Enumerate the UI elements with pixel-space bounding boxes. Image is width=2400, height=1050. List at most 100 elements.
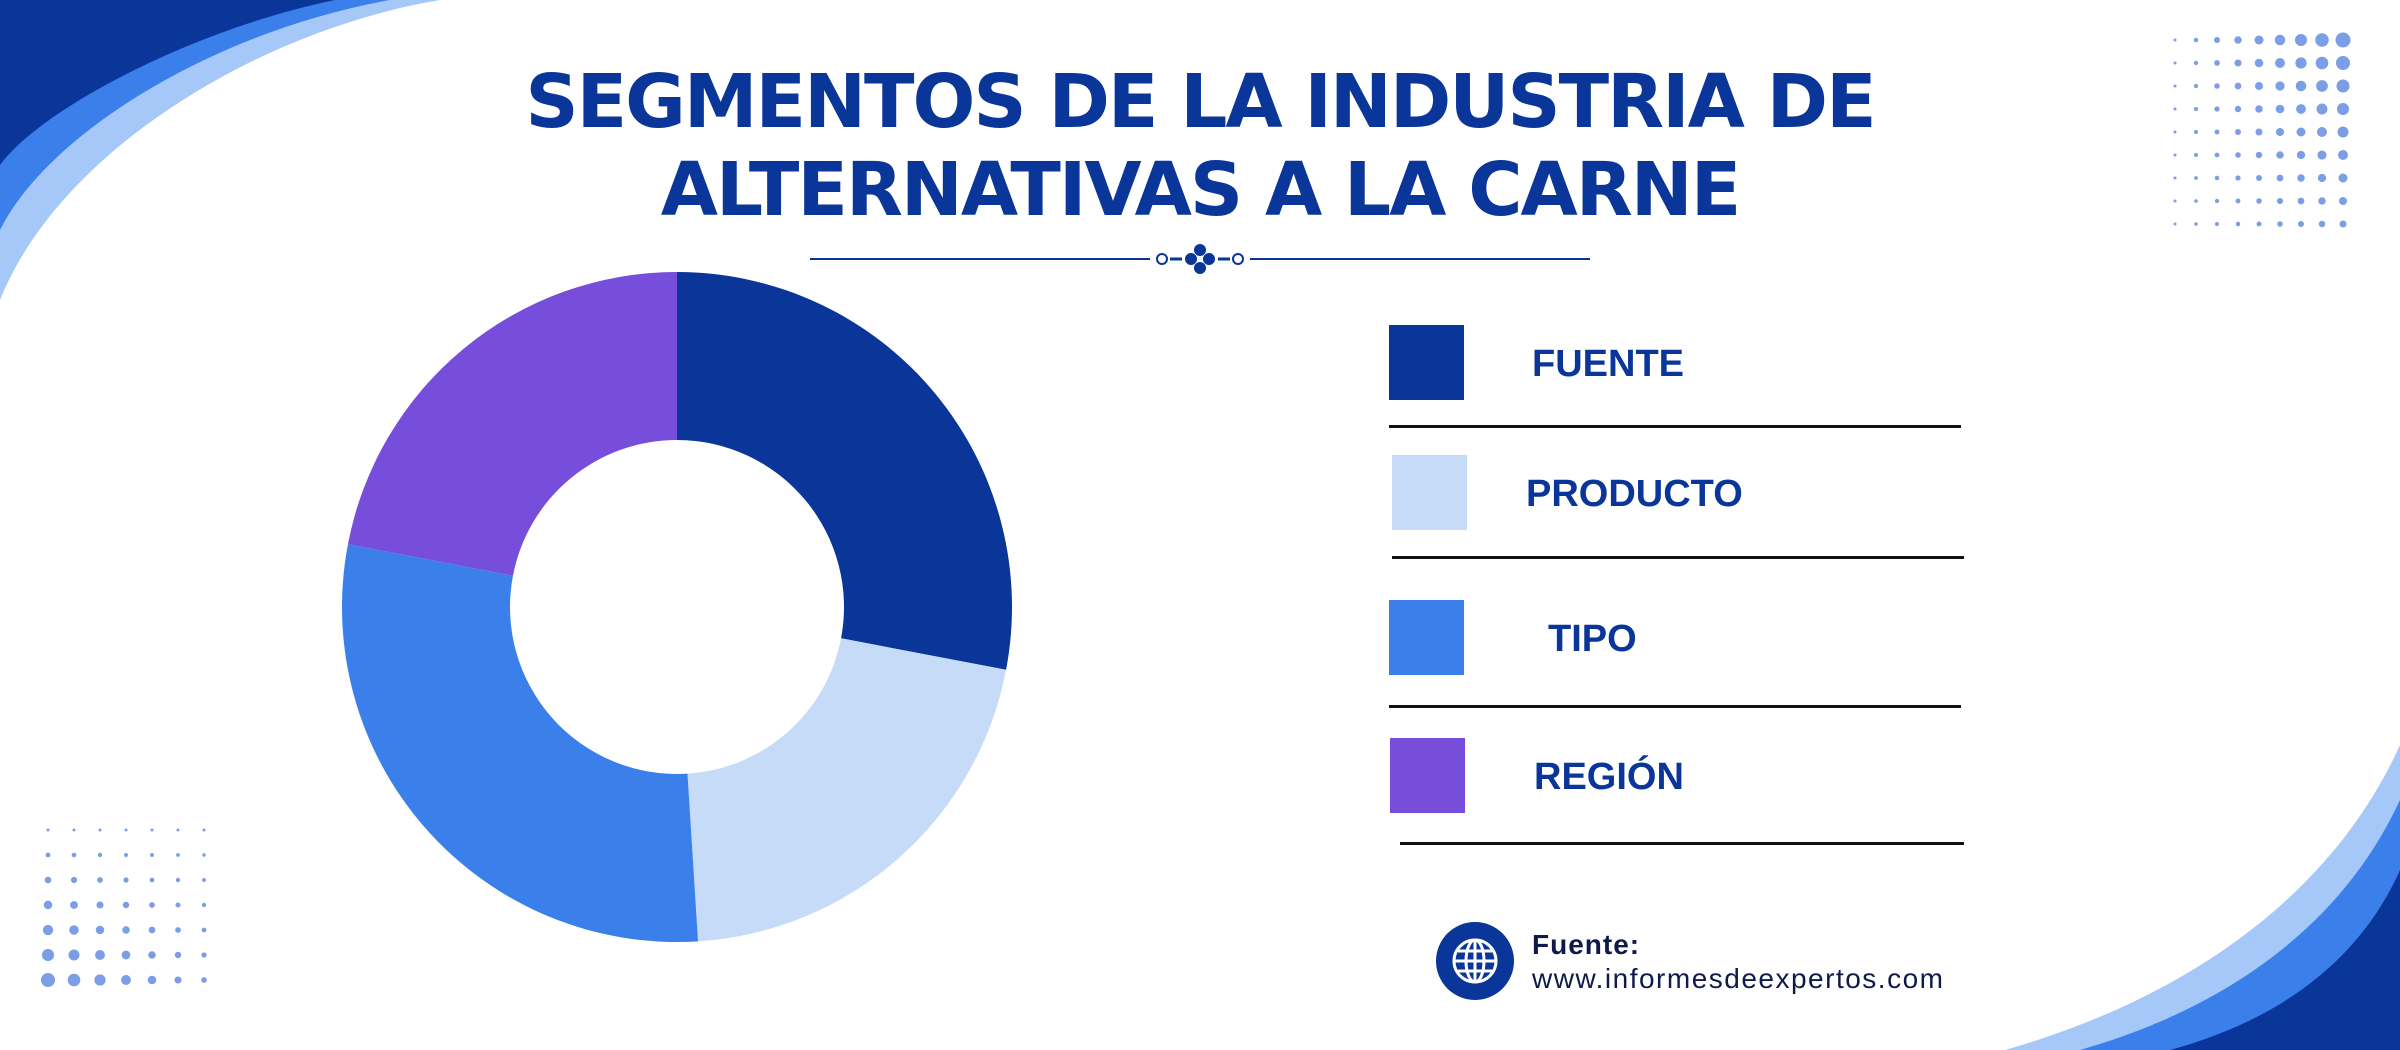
decor-dot	[44, 876, 52, 884]
decor-dot	[148, 926, 156, 934]
decor-dot	[2297, 174, 2305, 182]
dot-grid-bottom-left	[41, 828, 207, 987]
decor-dot	[42, 924, 54, 936]
legend-swatch-region	[1390, 738, 1465, 813]
decor-dot	[2276, 151, 2284, 159]
decor-dot	[2255, 82, 2263, 90]
legend-divider	[1400, 842, 1964, 845]
legend-divider	[1392, 556, 1964, 559]
legend-label-producto: PRODUCTO	[1526, 473, 1743, 515]
decor-dot	[2214, 198, 2220, 204]
decor-dot	[2338, 150, 2348, 160]
page-title: SEGMENTOS DE LA INDUSTRIA DE ALTERNATIVA…	[450, 58, 1950, 234]
decor-dot	[2276, 174, 2284, 182]
decor-dot	[67, 973, 81, 987]
decor-dot	[2254, 58, 2264, 68]
bottom-right-swoosh-dark	[2170, 870, 2400, 1050]
legend-item-producto: PRODUCTO	[1380, 455, 1980, 575]
decor-dot	[2235, 198, 2241, 204]
decor-dot	[201, 927, 207, 933]
decor-dot	[2338, 173, 2348, 183]
legend-divider	[1389, 425, 1961, 428]
decor-dot	[2277, 221, 2283, 227]
decor-dot	[2296, 104, 2306, 114]
decor-dot	[2173, 84, 2177, 88]
decor-dot	[2193, 83, 2199, 89]
decor-dot	[2256, 198, 2262, 204]
decor-dot	[2274, 34, 2286, 46]
decor-dot	[124, 828, 128, 832]
legend-swatch-tipo	[1389, 600, 1464, 675]
decor-dot	[2315, 56, 2329, 70]
decor-dot	[202, 878, 206, 882]
decor-dot	[2173, 176, 2177, 180]
decor-dot	[2234, 82, 2242, 90]
decor-dot	[2275, 104, 2285, 114]
decor-dot	[2318, 197, 2326, 205]
decor-dot	[2336, 79, 2350, 93]
decor-dot	[2234, 105, 2242, 113]
decor-dot	[46, 828, 50, 832]
decor-dot	[202, 828, 206, 832]
decor-dot	[2317, 127, 2327, 137]
decor-dot	[2254, 35, 2264, 45]
decor-dot	[2214, 129, 2220, 135]
decor-dot	[174, 951, 182, 959]
legend-label-fuente: FUENTE	[1532, 343, 1684, 385]
legend-label-region: REGIÓN	[1534, 756, 1684, 798]
source-url[interactable]: www.informesdeexpertos.com	[1532, 963, 1945, 994]
decor-dot	[2194, 153, 2198, 157]
decor-dot	[2193, 60, 2199, 66]
decor-dot	[2295, 57, 2307, 69]
decor-dot	[202, 853, 206, 857]
title-divider	[810, 244, 1590, 274]
decor-dot	[2339, 197, 2347, 205]
decor-dot	[2214, 175, 2220, 181]
decor-dot	[2256, 175, 2262, 181]
donut-slice-tipo	[342, 544, 699, 942]
decor-dot	[2337, 103, 2349, 115]
decor-dot	[41, 948, 55, 962]
legend-swatch-producto	[1392, 455, 1467, 530]
decor-dot	[71, 852, 77, 858]
decor-dot	[43, 900, 53, 910]
decor-dot	[2173, 61, 2177, 65]
decor-dot	[2275, 81, 2285, 91]
decor-dot	[175, 927, 181, 933]
decor-dot	[2256, 221, 2262, 227]
decor-dot	[2173, 130, 2177, 134]
decor-dot	[2339, 220, 2347, 228]
decor-dot	[2315, 33, 2329, 47]
decor-dot	[95, 950, 105, 960]
decor-dot	[2214, 60, 2220, 66]
decor-dot	[149, 877, 155, 883]
title-line-2: ALTERNATIVAS A LA CARNE	[660, 147, 1742, 233]
decor-dot	[150, 828, 154, 832]
decor-dot	[2276, 197, 2284, 205]
decor-dot	[2316, 80, 2328, 92]
decor-dot	[2297, 197, 2305, 205]
decor-dot	[2255, 151, 2263, 159]
decor-dot	[2235, 175, 2241, 181]
decor-dot	[121, 950, 131, 960]
title-line-1: SEGMENTOS DE LA INDUSTRIA DE	[525, 59, 1876, 145]
decor-dot	[2296, 150, 2306, 160]
decor-dot	[2173, 153, 2177, 157]
decor-dot	[201, 977, 207, 983]
decor-dot	[2316, 103, 2328, 115]
decor-dot	[2295, 34, 2307, 46]
decor-dot	[2337, 126, 2349, 138]
source-label: Fuente:	[1532, 929, 1641, 960]
decor-dot	[41, 973, 55, 987]
decor-dot	[2296, 127, 2306, 137]
decor-dot	[2194, 222, 2198, 226]
decor-dot	[149, 902, 155, 908]
decor-dot	[2193, 106, 2199, 112]
decor-dot	[147, 975, 157, 985]
decor-dot	[122, 901, 130, 909]
decor-dot	[2275, 58, 2285, 68]
legend-item-tipo: TIPO	[1380, 600, 1980, 720]
decor-dot	[122, 926, 130, 934]
